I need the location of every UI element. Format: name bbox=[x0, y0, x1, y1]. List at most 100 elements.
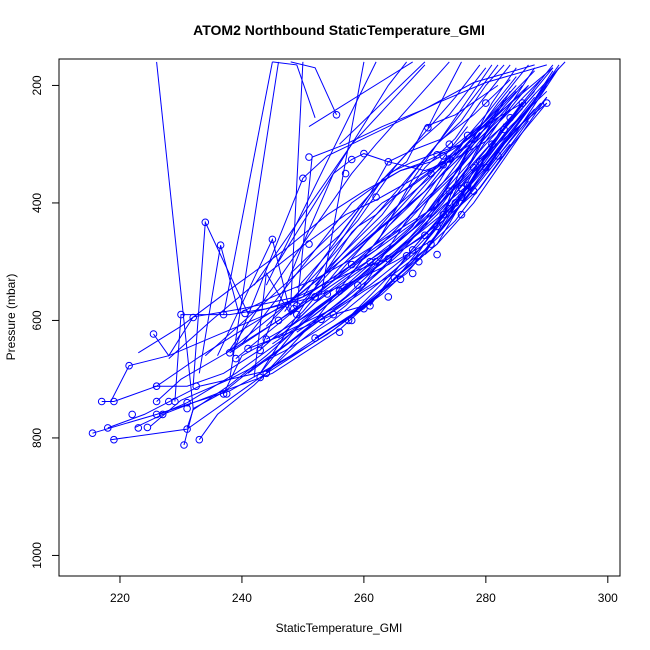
data-point-18 bbox=[158, 410, 167, 419]
data-point-79 bbox=[347, 155, 356, 164]
data-point-27 bbox=[88, 429, 97, 438]
x-tick-label-220: 220 bbox=[110, 591, 130, 605]
data-point-55 bbox=[415, 257, 423, 266]
data-point-101 bbox=[494, 152, 502, 160]
chart-title: ATOM2 Northbound StaticTemperature_GMI bbox=[193, 22, 485, 38]
data-point-87 bbox=[366, 302, 374, 310]
data-point-47 bbox=[323, 290, 332, 298]
data-point-36 bbox=[256, 373, 265, 382]
data-point-46 bbox=[311, 293, 319, 301]
data-point-66 bbox=[500, 125, 508, 134]
data-point-3 bbox=[360, 304, 368, 313]
series-line-59 bbox=[253, 64, 426, 286]
y-tick-label-1000: 1000 bbox=[30, 542, 44, 569]
data-point-32 bbox=[183, 425, 191, 433]
data-point-4 bbox=[344, 316, 353, 325]
series-line-58 bbox=[265, 61, 377, 286]
data-point-97 bbox=[433, 222, 441, 231]
data-point-76 bbox=[384, 158, 393, 166]
series-line-68 bbox=[363, 64, 529, 286]
data-point-81 bbox=[305, 153, 313, 161]
series-line-7 bbox=[183, 108, 499, 446]
y-tick-label-400: 400 bbox=[30, 193, 44, 213]
data-point-88 bbox=[354, 281, 362, 290]
series-line-27 bbox=[259, 108, 523, 351]
data-point-96 bbox=[421, 231, 429, 240]
data-point-57 bbox=[433, 250, 441, 259]
data-point-99 bbox=[469, 187, 478, 195]
x-axis-label: StaticTemperature_GMI bbox=[276, 621, 403, 635]
data-point-50 bbox=[366, 257, 374, 266]
data-point-92 bbox=[335, 328, 344, 337]
data-point-54 bbox=[408, 269, 417, 278]
series-line-61 bbox=[229, 61, 450, 351]
data-point-104 bbox=[427, 169, 435, 178]
data-point-91 bbox=[311, 334, 319, 342]
data-point-35 bbox=[222, 390, 231, 398]
data-point-5 bbox=[293, 310, 301, 319]
marker-layer bbox=[88, 99, 551, 449]
data-point-20 bbox=[152, 382, 161, 391]
series-line-67 bbox=[296, 64, 481, 289]
data-point-82 bbox=[299, 174, 307, 183]
series-line-14 bbox=[153, 99, 505, 357]
series-line-51 bbox=[223, 61, 273, 315]
data-point-45 bbox=[293, 302, 301, 310]
series-line-42 bbox=[296, 96, 535, 333]
data-point-39 bbox=[268, 235, 277, 244]
data-point-26 bbox=[110, 435, 118, 444]
data-point-31 bbox=[152, 410, 161, 419]
series-line-38 bbox=[272, 108, 535, 357]
series-line-54 bbox=[290, 61, 337, 116]
data-point-83 bbox=[305, 240, 313, 248]
data-point-28 bbox=[97, 397, 106, 406]
data-point-23 bbox=[134, 424, 143, 432]
data-point-21 bbox=[149, 330, 158, 338]
data-point-77 bbox=[360, 149, 368, 158]
data-point-69 bbox=[543, 99, 551, 107]
series-line-40 bbox=[314, 67, 560, 339]
data-point-64 bbox=[476, 158, 484, 166]
series-line-22 bbox=[235, 64, 535, 359]
data-point-44 bbox=[274, 316, 283, 325]
data-point-25 bbox=[104, 424, 112, 432]
series-line-18 bbox=[217, 79, 542, 356]
data-point-102 bbox=[445, 187, 454, 195]
data-point-11 bbox=[165, 397, 173, 406]
data-point-9 bbox=[201, 218, 210, 227]
series-line-15 bbox=[174, 126, 493, 402]
data-point-43 bbox=[232, 354, 240, 363]
x-tick-label-280: 280 bbox=[476, 591, 496, 605]
series-line-71 bbox=[439, 61, 566, 215]
series-line-56 bbox=[308, 61, 413, 128]
data-point-62 bbox=[463, 181, 472, 190]
data-point-80 bbox=[341, 169, 350, 178]
data-point-34 bbox=[219, 390, 228, 398]
data-point-61 bbox=[457, 193, 466, 201]
data-point-17 bbox=[180, 441, 188, 449]
series-line-48 bbox=[290, 61, 304, 306]
data-point-13 bbox=[192, 382, 200, 391]
data-point-38 bbox=[262, 335, 271, 344]
data-point-75 bbox=[439, 152, 448, 160]
x-tick-label-300: 300 bbox=[598, 591, 618, 605]
data-point-37 bbox=[262, 369, 271, 378]
data-point-84 bbox=[332, 111, 341, 119]
series-line-33 bbox=[241, 70, 535, 345]
data-point-33 bbox=[195, 435, 204, 444]
series-line-55 bbox=[427, 61, 462, 128]
series-line-69 bbox=[351, 76, 517, 274]
data-point-106 bbox=[445, 155, 454, 163]
data-point-19 bbox=[152, 397, 161, 406]
data-point-24 bbox=[143, 423, 152, 432]
series-line-50 bbox=[229, 61, 279, 380]
data-point-60 bbox=[451, 199, 460, 207]
data-point-78 bbox=[372, 193, 380, 201]
data-point-65 bbox=[488, 140, 496, 148]
data-point-8 bbox=[216, 241, 225, 249]
data-point-103 bbox=[457, 184, 466, 193]
data-point-56 bbox=[427, 240, 435, 248]
data-point-10 bbox=[177, 310, 185, 319]
x-axis: 220 240 260 280 300 bbox=[110, 575, 618, 605]
